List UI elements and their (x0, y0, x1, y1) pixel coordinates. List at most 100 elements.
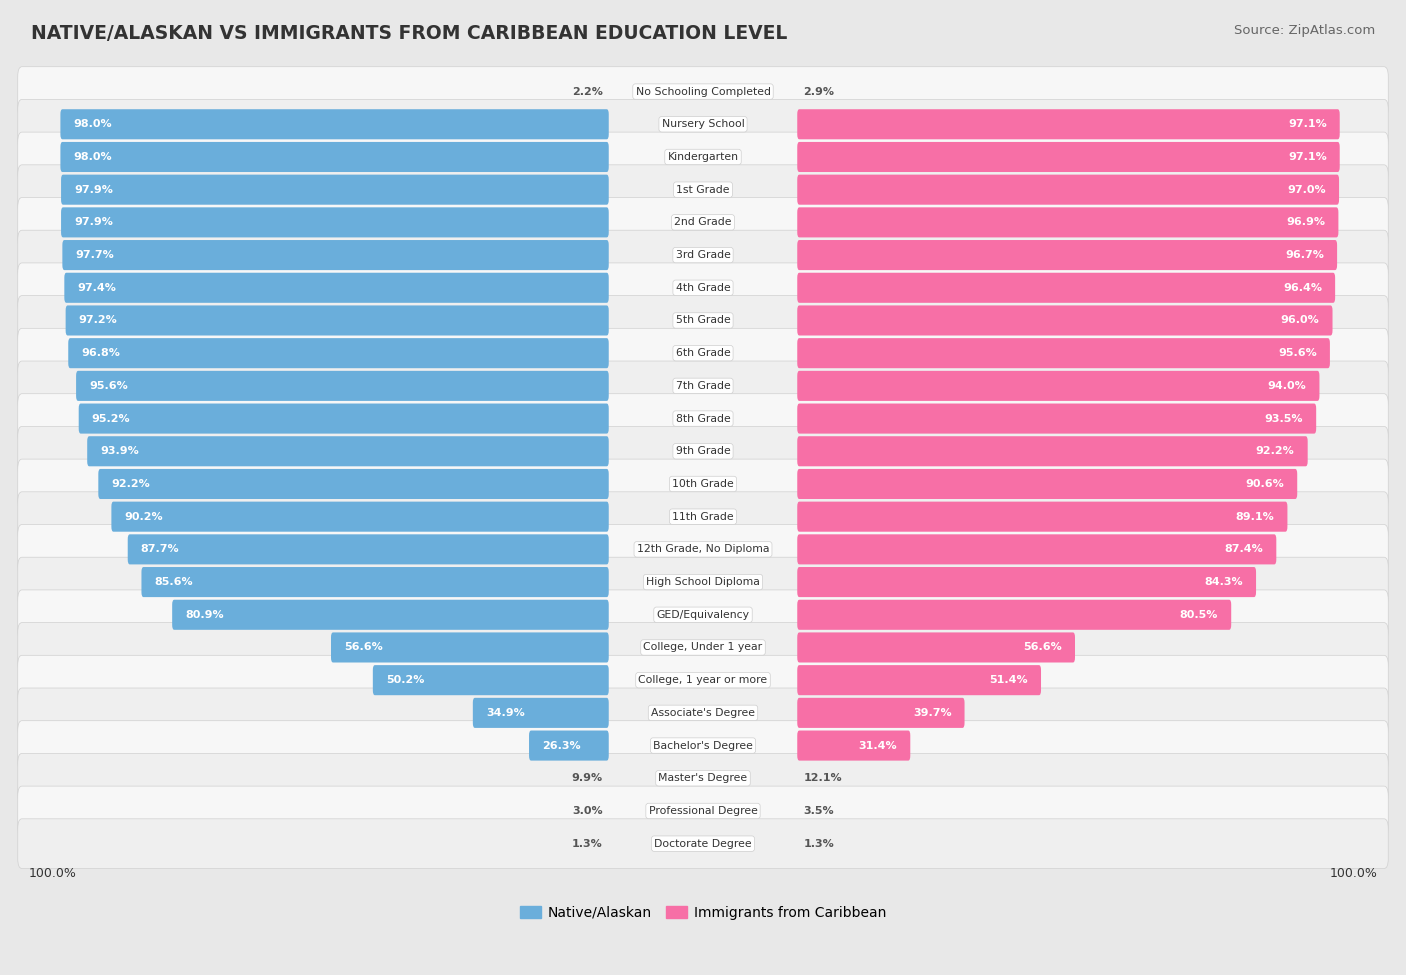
Text: 12.1%: 12.1% (803, 773, 842, 783)
FancyBboxPatch shape (18, 394, 1388, 444)
FancyBboxPatch shape (18, 361, 1388, 410)
Text: 4th Grade: 4th Grade (676, 283, 730, 292)
Text: 97.2%: 97.2% (79, 316, 118, 326)
FancyBboxPatch shape (797, 469, 1298, 499)
Text: 2nd Grade: 2nd Grade (675, 217, 731, 227)
FancyBboxPatch shape (18, 99, 1388, 149)
Text: Associate's Degree: Associate's Degree (651, 708, 755, 718)
Text: 3rd Grade: 3rd Grade (675, 250, 731, 260)
Text: College, 1 year or more: College, 1 year or more (638, 675, 768, 685)
Text: 80.5%: 80.5% (1180, 609, 1218, 620)
Text: Bachelor's Degree: Bachelor's Degree (652, 741, 754, 751)
FancyBboxPatch shape (797, 305, 1333, 335)
Text: 10th Grade: 10th Grade (672, 479, 734, 489)
FancyBboxPatch shape (18, 426, 1388, 476)
Text: 96.7%: 96.7% (1285, 250, 1324, 260)
Text: High School Diploma: High School Diploma (647, 577, 759, 587)
Text: Kindergarten: Kindergarten (668, 152, 738, 162)
FancyBboxPatch shape (142, 567, 609, 597)
FancyBboxPatch shape (472, 698, 609, 728)
FancyBboxPatch shape (797, 698, 965, 728)
FancyBboxPatch shape (18, 263, 1388, 313)
Text: 96.8%: 96.8% (82, 348, 120, 358)
Text: 26.3%: 26.3% (543, 741, 581, 751)
Text: 96.4%: 96.4% (1284, 283, 1322, 292)
FancyBboxPatch shape (529, 730, 609, 760)
Text: 2.9%: 2.9% (803, 87, 834, 97)
FancyBboxPatch shape (87, 436, 609, 466)
FancyBboxPatch shape (60, 109, 609, 139)
FancyBboxPatch shape (76, 370, 609, 401)
Text: 34.9%: 34.9% (486, 708, 524, 718)
Text: 98.0%: 98.0% (73, 152, 112, 162)
Text: NATIVE/ALASKAN VS IMMIGRANTS FROM CARIBBEAN EDUCATION LEVEL: NATIVE/ALASKAN VS IMMIGRANTS FROM CARIBB… (31, 24, 787, 43)
FancyBboxPatch shape (373, 665, 609, 695)
Text: College, Under 1 year: College, Under 1 year (644, 643, 762, 652)
Text: 96.0%: 96.0% (1281, 316, 1319, 326)
FancyBboxPatch shape (797, 175, 1339, 205)
Legend: Native/Alaskan, Immigrants from Caribbean: Native/Alaskan, Immigrants from Caribbea… (515, 900, 891, 925)
Text: Doctorate Degree: Doctorate Degree (654, 838, 752, 848)
FancyBboxPatch shape (18, 329, 1388, 378)
Text: 9.9%: 9.9% (571, 773, 603, 783)
FancyBboxPatch shape (18, 459, 1388, 509)
Text: No Schooling Completed: No Schooling Completed (636, 87, 770, 97)
FancyBboxPatch shape (18, 66, 1388, 116)
FancyBboxPatch shape (797, 404, 1316, 434)
Text: 80.9%: 80.9% (186, 609, 224, 620)
Text: 97.4%: 97.4% (77, 283, 117, 292)
FancyBboxPatch shape (18, 590, 1388, 640)
FancyBboxPatch shape (18, 721, 1388, 770)
FancyBboxPatch shape (18, 655, 1388, 705)
FancyBboxPatch shape (69, 338, 609, 369)
FancyBboxPatch shape (172, 600, 609, 630)
FancyBboxPatch shape (18, 558, 1388, 606)
Text: 100.0%: 100.0% (1329, 867, 1378, 879)
FancyBboxPatch shape (797, 534, 1277, 565)
FancyBboxPatch shape (18, 230, 1388, 280)
FancyBboxPatch shape (18, 525, 1388, 574)
FancyBboxPatch shape (98, 469, 609, 499)
FancyBboxPatch shape (18, 819, 1388, 869)
Text: 12th Grade, No Diploma: 12th Grade, No Diploma (637, 544, 769, 555)
Text: 1.3%: 1.3% (572, 838, 603, 848)
FancyBboxPatch shape (65, 273, 609, 303)
Text: 85.6%: 85.6% (155, 577, 193, 587)
Text: 97.1%: 97.1% (1288, 119, 1327, 130)
FancyBboxPatch shape (797, 436, 1308, 466)
Text: 11th Grade: 11th Grade (672, 512, 734, 522)
FancyBboxPatch shape (62, 240, 609, 270)
Text: 97.7%: 97.7% (76, 250, 114, 260)
Text: Professional Degree: Professional Degree (648, 806, 758, 816)
FancyBboxPatch shape (797, 273, 1336, 303)
FancyBboxPatch shape (18, 491, 1388, 541)
Text: 87.4%: 87.4% (1225, 544, 1263, 555)
FancyBboxPatch shape (79, 404, 609, 434)
Text: 51.4%: 51.4% (990, 675, 1028, 685)
FancyBboxPatch shape (18, 688, 1388, 738)
Text: 92.2%: 92.2% (111, 479, 150, 489)
Text: 93.5%: 93.5% (1264, 413, 1303, 423)
Text: 84.3%: 84.3% (1205, 577, 1243, 587)
Text: 98.0%: 98.0% (73, 119, 112, 130)
Text: 97.9%: 97.9% (75, 217, 112, 227)
Text: 97.0%: 97.0% (1288, 184, 1326, 195)
FancyBboxPatch shape (797, 338, 1330, 369)
FancyBboxPatch shape (66, 305, 609, 335)
Text: GED/Equivalency: GED/Equivalency (657, 609, 749, 620)
Text: 5th Grade: 5th Grade (676, 316, 730, 326)
Text: 6th Grade: 6th Grade (676, 348, 730, 358)
FancyBboxPatch shape (797, 240, 1337, 270)
Text: 93.9%: 93.9% (100, 447, 139, 456)
Text: Source: ZipAtlas.com: Source: ZipAtlas.com (1234, 24, 1375, 37)
Text: 56.6%: 56.6% (344, 643, 382, 652)
Text: 1st Grade: 1st Grade (676, 184, 730, 195)
FancyBboxPatch shape (18, 133, 1388, 181)
FancyBboxPatch shape (797, 109, 1340, 139)
Text: 96.9%: 96.9% (1286, 217, 1326, 227)
FancyBboxPatch shape (797, 208, 1339, 238)
Text: 3.5%: 3.5% (803, 806, 834, 816)
Text: 94.0%: 94.0% (1268, 381, 1306, 391)
Text: 92.2%: 92.2% (1256, 447, 1295, 456)
Text: 95.2%: 95.2% (91, 413, 131, 423)
